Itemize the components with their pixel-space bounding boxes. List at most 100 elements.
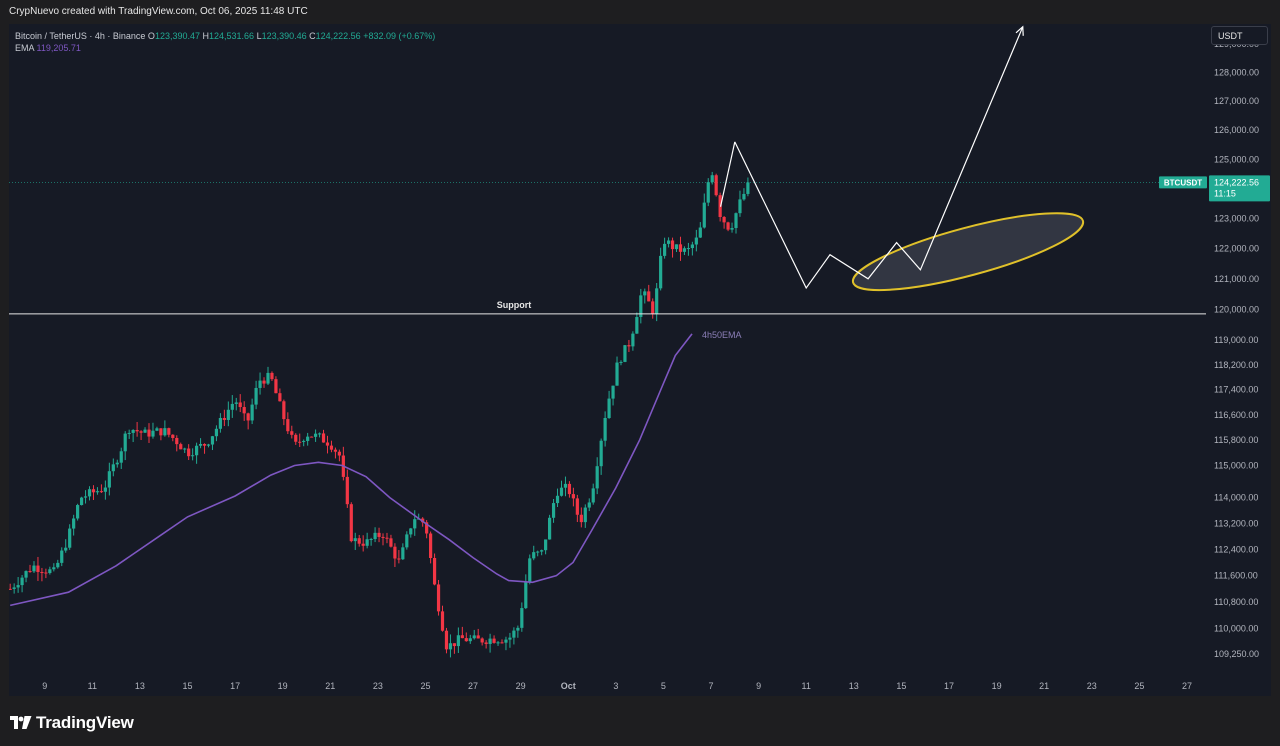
candle-body [536,551,540,553]
close-value: 124,222.56 [315,31,361,41]
candle-body [40,572,44,574]
candle-body [179,444,183,450]
candle-body [357,538,361,544]
candle-body [202,443,207,446]
candle-body [83,496,88,498]
candle-body [286,419,290,432]
candle-body [147,429,151,437]
candle-body [666,240,671,244]
y-tick-label: 116,600.00 [1214,410,1258,420]
candle-body [397,558,401,560]
low-value: 123,390.46 [261,31,307,41]
x-tick-label: 3 [613,681,618,691]
candle-body [714,175,718,196]
candle-body [302,440,306,442]
currency-button[interactable]: USDT [1211,26,1268,45]
candle-body [274,379,278,394]
x-tick-label: 19 [992,681,1002,691]
candles-group [9,171,750,658]
candle-body [607,398,611,419]
candle-body [321,433,326,443]
candle-body [730,228,734,230]
candle-body [155,428,159,431]
y-tick-label: 119,000.00 [1214,335,1258,345]
y-tick-label: 125,000.00 [1214,154,1259,164]
candle-body [369,539,373,541]
ema-row[interactable]: EMA 119,205.71 [15,42,435,54]
candle-body [710,175,714,183]
candle-body [587,502,591,508]
candle-body [401,547,405,560]
candle-body [413,519,417,529]
candle-body [171,434,175,438]
candle-body [377,532,381,537]
candle-body [440,611,445,631]
x-tick-label: 23 [373,681,383,691]
candle-body [738,199,742,214]
candle-body [678,244,683,252]
candle-body [746,182,750,194]
candle-body [16,585,20,588]
candle-body [163,428,167,436]
candle-body [496,642,500,644]
candle-body [325,442,330,446]
candle-body [611,385,615,399]
candle-body [385,537,389,539]
candle-body [444,630,449,650]
candle-body [294,434,298,442]
candle-body [623,345,627,362]
candle-body [254,387,258,405]
candle-body [242,407,246,414]
candle-body [183,448,187,450]
candle-body [579,514,583,523]
price-chart[interactable]: 4h50EMA Support 109,250.00 110,000.00 110,80… [9,24,1271,696]
y-tick-label: 126,000.00 [1214,125,1259,135]
candle-body [60,550,64,563]
candle-body [706,182,710,203]
candle-body [726,222,730,230]
candle-body [206,444,211,446]
candle-body [298,441,302,443]
candle-body [698,227,702,238]
tradingview-logo-icon [10,716,32,729]
candle-body [64,547,68,551]
candle-body [702,202,706,228]
candle-body [349,504,353,542]
candle-body [563,483,568,488]
x-tick-label: 21 [325,681,335,691]
candle-body [547,517,552,540]
candle-body [508,637,512,640]
candle-body [250,404,254,421]
candle-body [631,333,635,347]
y-tick-label: 123,000.00 [1214,214,1259,224]
symbol-badge-text: BTCUSDT [1164,178,1202,187]
candle-body [472,635,476,639]
candle-body [278,393,282,402]
candle-body [143,429,147,433]
candle-body [409,528,413,535]
candle-body [310,436,314,438]
candle-body [119,451,123,463]
x-tick-label: 13 [135,681,145,691]
ema-annotation: 4h50EMA [702,330,742,340]
candle-body [663,243,667,256]
candle-body [139,431,143,433]
y-tick-label: 110,800.00 [1214,597,1258,607]
candle-body [68,528,72,548]
candle-body [674,244,679,250]
tradingview-logo[interactable]: TradingView [10,713,134,733]
candle-body [635,317,639,334]
price-badge-value: 124,222.56 [1214,177,1259,187]
chart-area[interactable]: 4h50EMA Support 109,250.00 110,000.00 110,80… [9,24,1271,696]
candle-body [615,362,619,386]
candle-body [492,638,496,643]
candle-body [429,533,433,559]
support-label: Support [497,300,532,310]
y-tick-label: 117,400.00 [1214,385,1258,395]
symbol-title[interactable]: Bitcoin / TetherUS · 4h · Binance [15,31,146,41]
candle-body [76,505,80,519]
candle-body [56,562,60,568]
candle-body [151,430,155,437]
open-value: 123,390.47 [154,31,200,41]
candle-body [643,291,647,296]
